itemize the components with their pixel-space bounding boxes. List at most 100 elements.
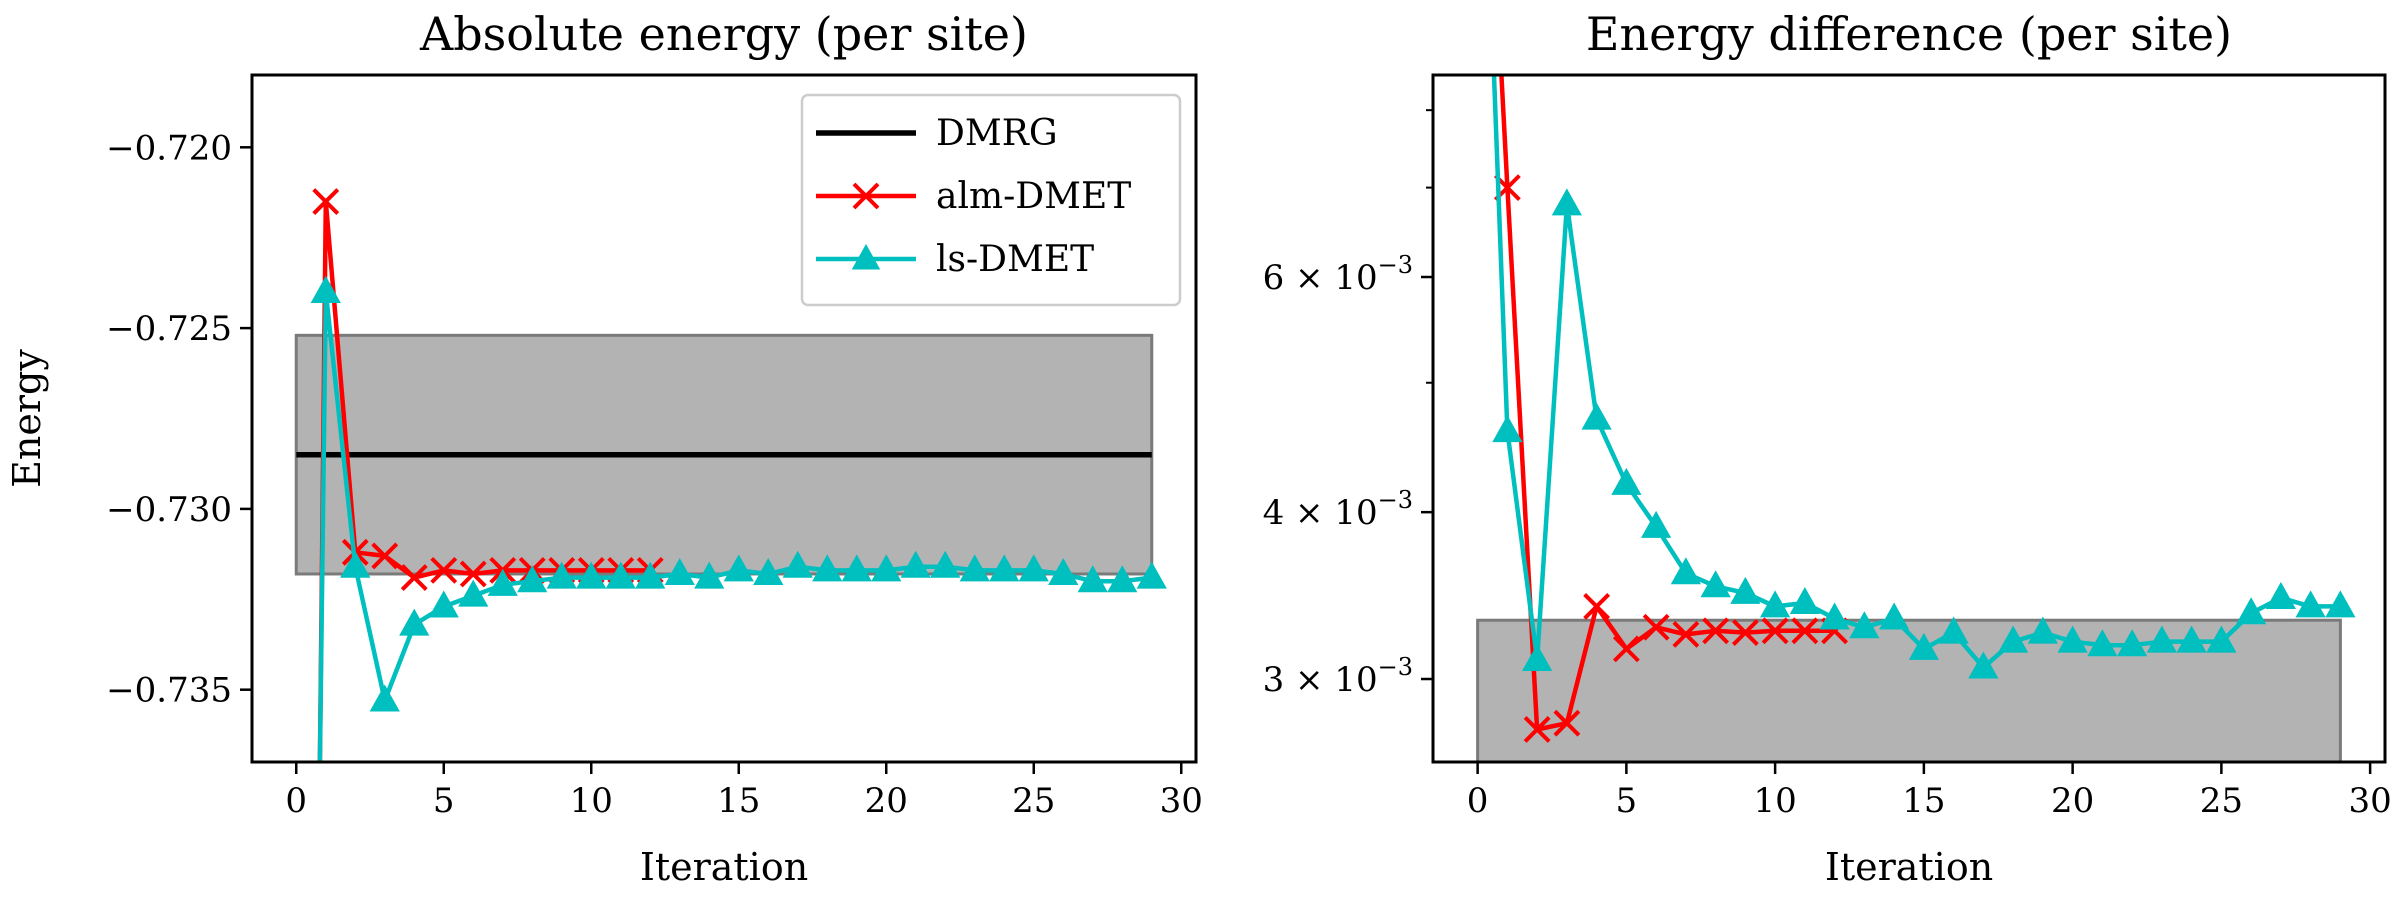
- data-point: [2087, 629, 2118, 657]
- legend-entry: ls-DMET: [816, 239, 1094, 280]
- data-point: [723, 554, 754, 582]
- data-point: [310, 275, 341, 303]
- data-point: [1581, 402, 1612, 430]
- data-point: [1522, 643, 1553, 671]
- data-point: [1551, 188, 1582, 216]
- x-tick-label: 10: [570, 781, 613, 821]
- data-point: [1672, 620, 1700, 648]
- y-tick-label: −0.725: [106, 309, 232, 349]
- data-point: [753, 557, 784, 585]
- data-point: [1908, 632, 1939, 660]
- chart-absolute-energy: Absolute energy (per site) Iteration Ene…: [5, 7, 1203, 889]
- data-point: [2146, 625, 2177, 653]
- data-point: [1789, 586, 1820, 615]
- series-ls-dmet: [310, 275, 1167, 762]
- y-tick-label: 4 × 10−3: [1263, 486, 1413, 533]
- data-point: [812, 554, 843, 582]
- data-point: [1730, 576, 1761, 604]
- series-line: [1491, 75, 2341, 670]
- data-point: [546, 561, 577, 589]
- data-point: [576, 561, 607, 589]
- data-point: [1048, 557, 1079, 585]
- x-tick-label: 15: [1902, 781, 1945, 821]
- y-tick-exponent: −3: [1378, 653, 1413, 681]
- data-point: [2265, 581, 2296, 609]
- data-point: [1523, 716, 1551, 743]
- data-point: [371, 542, 399, 570]
- legend-entry: DMRG: [816, 113, 1058, 154]
- data-point: [1998, 625, 2029, 653]
- data-point: [900, 550, 931, 578]
- plot-inner: [1476, 75, 2356, 762]
- data-point: [1492, 415, 1523, 443]
- data-point: [312, 188, 340, 215]
- data-point: [2236, 597, 2267, 625]
- axes-frame: [250, 73, 1198, 764]
- x-axis-label: Iteration: [1825, 845, 1993, 889]
- data-point: [2117, 629, 2148, 657]
- data-point: [487, 568, 518, 596]
- data-point: [1702, 617, 1730, 645]
- plot-area: 0 5 10 15 20 25 30 −0.720 −0.725 −0.730 −0.735: [106, 73, 1203, 821]
- data-point: [2325, 590, 2356, 618]
- y-tick-label: −0.730: [106, 490, 232, 530]
- data-point: [2295, 590, 2326, 618]
- data-point: [2206, 625, 2237, 653]
- legend-label: DMRG: [936, 113, 1058, 154]
- x-tick-label: 30: [2348, 781, 2391, 821]
- y-tick-mantissa: 3: [1263, 660, 1285, 700]
- x-axis-label: Iteration: [640, 845, 808, 889]
- data-point: [1819, 602, 1850, 630]
- data-point: [1553, 709, 1581, 737]
- data-point: [1077, 565, 1108, 593]
- data-point: [399, 608, 430, 636]
- data-point: [458, 579, 489, 607]
- data-point: [1700, 570, 1731, 598]
- data-point: [400, 564, 428, 592]
- x-tick-label: 30: [1160, 781, 1203, 821]
- data-point: [1968, 651, 1999, 679]
- chart-title: Energy difference (per site): [1586, 7, 2232, 61]
- data-point: [1670, 557, 1701, 585]
- data-point: [989, 554, 1020, 582]
- data-point: [1641, 510, 1672, 538]
- data-point: [1760, 590, 1791, 618]
- series-ls-dmet: [1491, 75, 2356, 679]
- y-tick-base: × 10: [1284, 493, 1377, 533]
- data-point: [635, 561, 666, 589]
- data-point: [1611, 467, 1642, 495]
- x-tick-label: 25: [2200, 781, 2243, 821]
- y-tick-exponent: −3: [1378, 251, 1413, 279]
- legend-label: ls-DMET: [936, 239, 1094, 280]
- y-tick-label: −0.720: [106, 128, 232, 168]
- data-point: [517, 565, 548, 593]
- plot-area: 0 5 10 15 20 25 306 × 10−34 × 10−33 × 10−3: [1263, 73, 2392, 821]
- plot-inner: [294, 188, 1167, 762]
- y-tick-mantissa: 6: [1263, 258, 1285, 298]
- data-point: [694, 561, 725, 589]
- y-tick-base: × 10: [1284, 258, 1377, 298]
- data-point: [605, 561, 636, 589]
- data-point: [1849, 611, 1880, 639]
- y-tick-exponent: −3: [1378, 486, 1413, 514]
- data-point: [1612, 635, 1640, 663]
- x-tick-label: 25: [1012, 781, 1055, 821]
- data-point: [428, 590, 459, 618]
- data-point: [1938, 616, 1969, 644]
- data-point: [664, 557, 695, 585]
- x-tick-label: 0: [285, 781, 307, 821]
- y-axis-label: Energy: [5, 349, 49, 488]
- x-tick-label: 20: [2051, 781, 2094, 821]
- data-point: [841, 554, 872, 582]
- data-point: [430, 556, 458, 584]
- legend-marker: [852, 182, 880, 210]
- data-point: [1879, 602, 1910, 630]
- data-point: [369, 684, 400, 712]
- y-tick-label: 3 × 10−3: [1263, 653, 1413, 700]
- y-tick-mantissa: 4: [1263, 493, 1285, 533]
- data-point: [1791, 617, 1819, 645]
- x-tick-label: 10: [1753, 781, 1796, 821]
- legend-label: alm-DMET: [936, 176, 1131, 217]
- data-point: [1107, 565, 1138, 593]
